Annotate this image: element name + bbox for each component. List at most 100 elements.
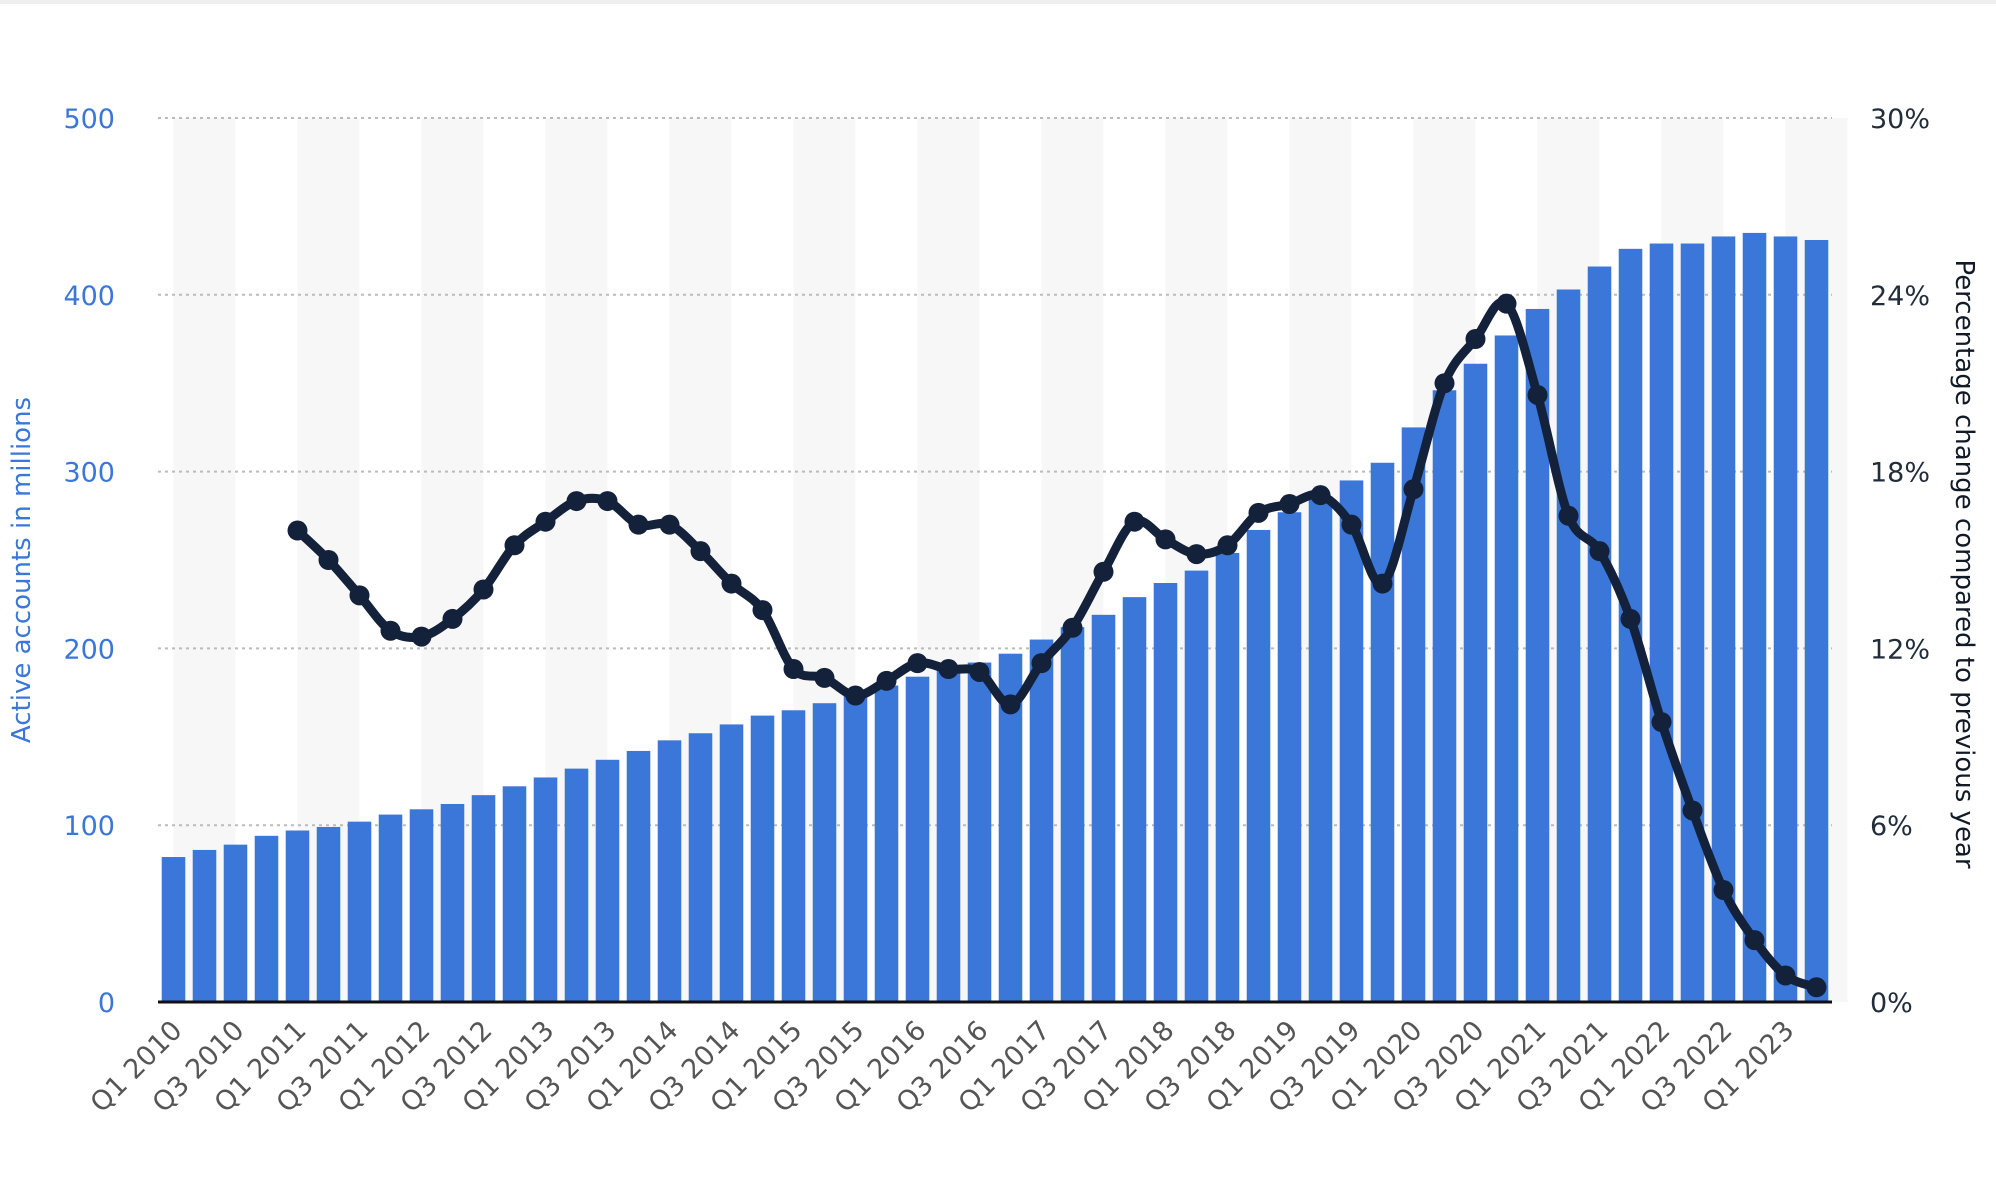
line-point [318,550,339,570]
line-point [1558,505,1579,526]
y-axis-right-title: Percentage change compared to previous y… [1949,259,1979,868]
bar [1463,363,1488,1002]
bar [719,724,744,1002]
bar [1308,496,1333,1002]
y-right-tick-label: 6% [1870,811,1913,842]
line-point [1341,514,1362,535]
bar [1029,639,1054,1002]
bar [1339,480,1364,1002]
bar [1711,236,1736,1002]
bar [1804,239,1829,1002]
bar [1401,427,1426,1002]
line-point [1000,694,1021,715]
line-point [1496,293,1517,314]
bar [843,696,868,1002]
bar [998,653,1023,1002]
line-point [1279,494,1300,515]
bar [936,669,961,1002]
bar [1277,512,1302,1002]
line-point [690,541,711,562]
top-border [0,0,1996,4]
bar [1215,552,1240,1002]
line-point [1527,384,1548,405]
bar [750,715,775,1002]
bar [1122,597,1147,1002]
line-point [814,667,835,688]
bar [1060,627,1085,1002]
line-point [1186,544,1207,565]
line-point [1248,502,1269,523]
bar [564,768,589,1002]
line-point [628,514,649,535]
line-point [752,600,773,621]
y-right-tick-label: 24% [1870,281,1930,312]
line-point [1589,541,1610,562]
line-point [1403,479,1424,500]
bar [161,857,186,1002]
line-point [783,659,804,680]
bar [874,685,899,1002]
line-point [1093,561,1114,582]
line-point [907,653,928,674]
bar [254,835,279,1002]
line-point [1651,712,1672,733]
line-point [1434,373,1455,394]
line-point [1310,485,1331,506]
bar [192,849,217,1002]
line-point [1124,511,1145,532]
line-point [566,491,587,512]
bar [1370,462,1395,1002]
line-point [504,535,525,556]
line-point [1744,930,1765,951]
line-point [535,511,556,532]
line-point [876,670,897,691]
bar-series [161,232,1829,1003]
y-axis-left-ticks: 0 100 200 300 400 500 [63,104,115,1019]
line-point [1372,573,1393,594]
y-left-tick-label: 200 [63,634,115,665]
bar [1432,390,1457,1003]
line-path [293,297,1821,992]
y-right-tick-label: 30% [1870,104,1930,135]
bar [347,821,372,1002]
bar [688,733,713,1002]
line-point [1155,529,1176,550]
y-right-tick-label: 18% [1870,458,1930,489]
line-point [1713,880,1734,901]
bar [657,740,682,1002]
bar [378,814,403,1002]
bar [1184,570,1209,1002]
bar [1680,243,1705,1002]
bar [533,777,558,1002]
line-point [473,579,494,600]
bar [1773,236,1798,1002]
line-point [1465,329,1486,349]
line-point [1031,653,1052,674]
line-point [845,685,866,706]
bar [905,676,930,1002]
y-left-tick-label: 0 [98,988,115,1019]
bar [626,750,651,1002]
line-point [597,491,618,512]
line-point [411,626,432,647]
line-point [1062,617,1083,638]
line-point [721,573,742,594]
bar [812,703,837,1002]
bar [440,803,465,1002]
y-right-tick-label: 0% [1870,988,1913,1019]
bar [223,844,248,1002]
line-point [380,620,401,641]
bar [316,826,341,1002]
line-point [442,608,463,629]
y-right-tick-label: 12% [1870,634,1930,665]
bar [1556,289,1581,1003]
bar [1587,266,1612,1003]
bar [502,786,527,1002]
line-point [969,661,990,682]
line-series [287,293,1827,998]
line-point [1217,535,1238,556]
bar [967,662,992,1002]
bar [1649,243,1674,1002]
bar [781,710,806,1002]
